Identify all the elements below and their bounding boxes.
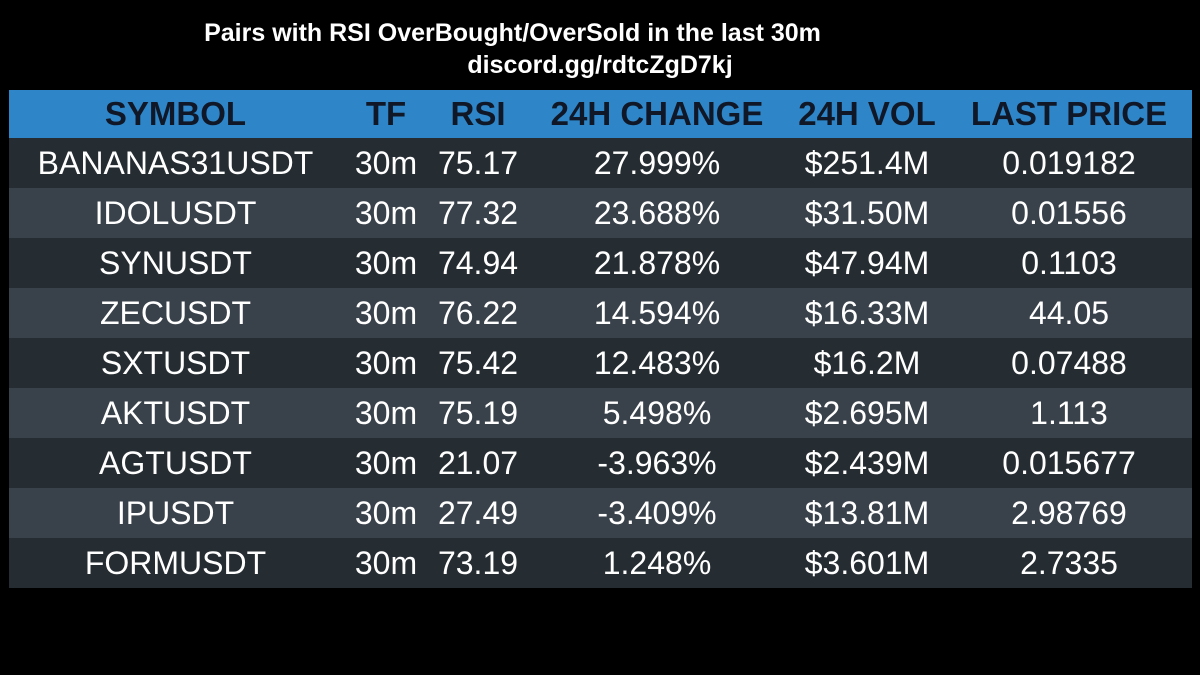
cell-symbol: IDOLUSDT [94, 195, 257, 231]
column-header-24h-vol: 24H VOL [798, 95, 936, 132]
cell-24h-vol: $2.439M [804, 445, 930, 481]
cell-24h-change: -3.409% [597, 495, 717, 531]
cell-symbol: AGTUSDT [99, 445, 252, 481]
cell-last-price: 1.113 [1030, 395, 1108, 431]
cell-symbol: FORMUSDT [84, 545, 267, 581]
column-header-last-price: LAST PRICE [970, 95, 1168, 132]
cell-last-price: 44.05 [1028, 295, 1110, 331]
table-row: IPUSDT 30m 27.49 -3.409% $13.81M 2.98769 [9, 488, 1192, 538]
cell-24h-vol: $3.601M [804, 545, 930, 581]
cell-symbol: SYNUSDT [99, 245, 252, 281]
table-row: IDOLUSDT 30m 77.32 23.688% $31.50M 0.01556 [9, 188, 1192, 238]
cell-symbol: SXTUSDT [100, 345, 251, 381]
cell-24h-vol: $251.4M [804, 145, 930, 181]
cell-rsi: 27.49 [437, 495, 519, 531]
cell-24h-vol: $16.33M [804, 295, 930, 331]
table-row: FORMUSDT 30m 73.19 1.248% $3.601M 2.7335 [9, 538, 1192, 588]
cell-24h-vol: $31.50M [804, 195, 930, 231]
table-body: BANANAS31USDT 30m 75.17 27.999% $251.4M 0.019… [9, 138, 1192, 588]
cell-24h-change: -3.963% [597, 445, 717, 481]
page-title: Pairs with RSI OverBought/OverSold in th… [204, 19, 821, 47]
cell-rsi: 75.17 [437, 145, 519, 181]
cell-24h-change: 14.594% [593, 295, 721, 331]
cell-rsi: 21.07 [437, 445, 519, 481]
table-row: AGTUSDT 30m 21.07 -3.963% $2.439M 0.015677 [9, 438, 1192, 488]
cell-last-price: 2.98769 [1011, 495, 1127, 531]
cell-rsi: 77.32 [437, 195, 519, 231]
cell-tf: 30m [354, 495, 418, 531]
discord-link-text[interactable]: discord.gg/rdtcZgD7kj [467, 51, 733, 79]
cell-24h-change: 21.878% [593, 245, 721, 281]
cell-tf: 30m [354, 145, 418, 181]
cell-rsi: 74.94 [437, 245, 519, 281]
cell-24h-change: 12.483% [593, 345, 721, 381]
column-header-rsi: RSI [450, 95, 506, 132]
column-header-symbol: SYMBOL [104, 95, 247, 132]
cell-24h-change: 5.498% [602, 395, 712, 431]
table-row: BANANAS31USDT 30m 75.17 27.999% $251.4M 0.019… [9, 138, 1192, 188]
cell-rsi: 73.19 [437, 545, 519, 581]
cell-symbol: AKTUSDT [100, 395, 251, 431]
cell-rsi: 75.42 [437, 345, 519, 381]
cell-tf: 30m [354, 545, 418, 581]
cell-tf: 30m [354, 395, 418, 431]
cell-tf: 30m [354, 245, 418, 281]
cell-tf: 30m [354, 295, 418, 331]
cell-tf: 30m [354, 345, 418, 381]
table-row: AKTUSDT 30m 75.19 5.498% $2.695M 1.113 [9, 388, 1192, 438]
cell-last-price: 0.019182 [1002, 145, 1136, 181]
table-row: SXTUSDT 30m 75.42 12.483% $16.2M 0.07488 [9, 338, 1192, 388]
table-row: SYNUSDT 30m 74.94 21.878% $47.94M 0.1103 [9, 238, 1192, 288]
cell-tf: 30m [354, 195, 418, 231]
cell-tf: 30m [354, 445, 418, 481]
cell-symbol: IPUSDT [116, 495, 235, 531]
column-header-tf: TF [365, 95, 407, 132]
table-row: ZECUSDT 30m 76.22 14.594% $16.33M 44.05 [9, 288, 1192, 338]
cell-24h-change: 23.688% [593, 195, 721, 231]
cell-last-price: 0.015677 [1002, 445, 1136, 481]
cell-rsi: 76.22 [437, 295, 519, 331]
cell-last-price: 0.1103 [1021, 245, 1117, 281]
cell-24h-vol: $2.695M [804, 395, 930, 431]
discord-link[interactable]: discord.gg/rdtcZgD7kj [0, 50, 1200, 80]
cell-rsi: 75.19 [437, 395, 519, 431]
cell-24h-vol: $13.81M [804, 495, 930, 531]
rsi-pairs-table: SYMBOL TF RSI 24H CHANGE 24H VOL LAST PR… [9, 90, 1192, 588]
column-header-24h-change: 24H CHANGE [550, 95, 764, 132]
cell-24h-change: 1.248% [602, 545, 712, 581]
cell-24h-change: 27.999% [593, 145, 721, 181]
table-header-row: SYMBOL TF RSI 24H CHANGE 24H VOL LAST PR… [9, 90, 1192, 138]
cell-last-price: 2.7335 [1020, 545, 1118, 581]
cell-last-price: 0.01556 [1011, 195, 1127, 231]
cell-symbol: BANANAS31USDT [37, 145, 314, 181]
cell-24h-vol: $47.94M [804, 245, 930, 281]
cell-24h-vol: $16.2M [813, 345, 921, 381]
cell-last-price: 0.07488 [1011, 345, 1127, 381]
cell-symbol: ZECUSDT [99, 295, 252, 331]
